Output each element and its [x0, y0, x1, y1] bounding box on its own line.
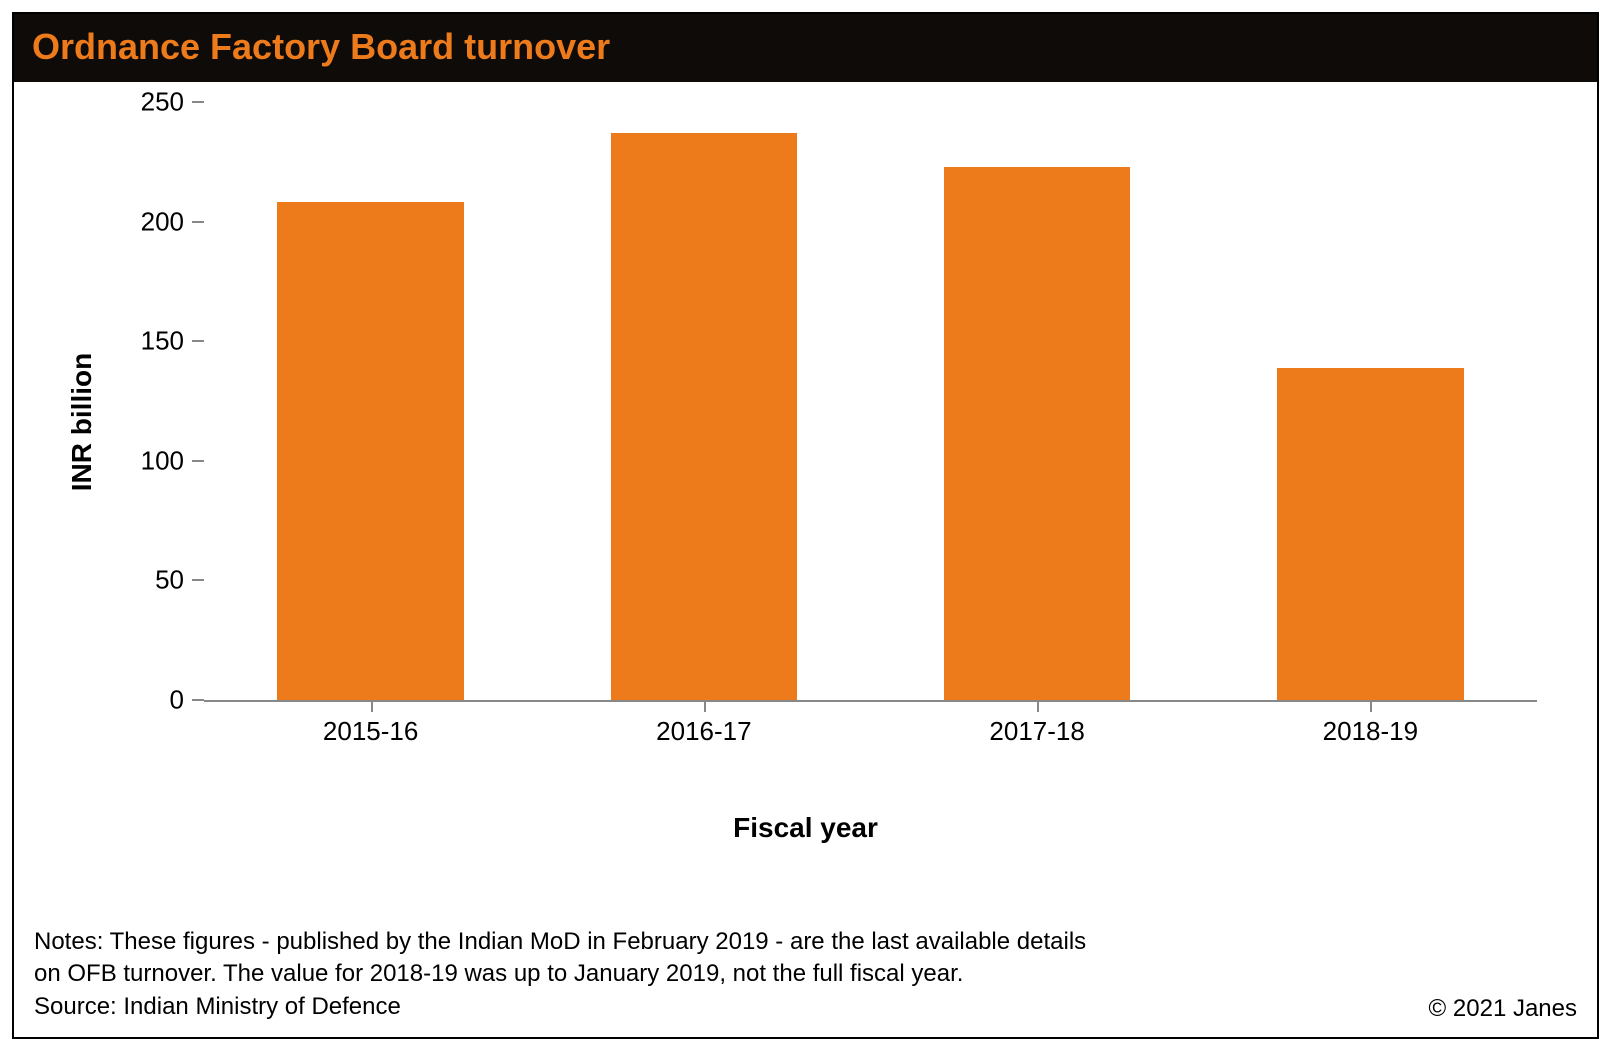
- x-tick: [371, 700, 373, 712]
- bars-container: 2015-162016-172017-182018-19: [204, 102, 1537, 700]
- bar-slot: 2018-19: [1204, 102, 1537, 700]
- y-tick: [192, 340, 204, 342]
- y-tick-label: 50: [155, 565, 184, 596]
- chart-inner: INR billion 2015-162016-172017-182018-19…: [144, 102, 1537, 742]
- bar: [277, 202, 464, 700]
- plot-region: 2015-162016-172017-182018-19 05010015020…: [204, 102, 1537, 702]
- y-tick-label: 100: [141, 445, 184, 476]
- x-tick: [1370, 700, 1372, 712]
- y-tick-label: 0: [170, 685, 184, 716]
- y-tick-label: 250: [141, 87, 184, 118]
- x-tick-label: 2018-19: [1323, 716, 1418, 747]
- y-tick: [192, 101, 204, 103]
- chart-title: Ordnance Factory Board turnover: [32, 26, 1579, 68]
- y-tick: [192, 579, 204, 581]
- bar-slot: 2015-16: [204, 102, 537, 700]
- source-line: Source: Indian Ministry of Defence: [34, 991, 1086, 1023]
- x-tick-label: 2016-17: [656, 716, 751, 747]
- notes-line-2: on OFB turnover. The value for 2018-19 w…: [34, 958, 1086, 990]
- bar: [611, 133, 798, 700]
- x-tick: [1037, 700, 1039, 712]
- notes-line-1: Notes: These figures - published by the …: [34, 926, 1086, 958]
- chart-frame: Ordnance Factory Board turnover INR bill…: [12, 12, 1599, 1039]
- bar: [1277, 368, 1464, 700]
- y-tick: [192, 699, 204, 701]
- y-tick: [192, 460, 204, 462]
- bar-slot: 2016-17: [537, 102, 870, 700]
- x-axis-label: Fiscal year: [54, 812, 1557, 844]
- x-tick-label: 2015-16: [323, 716, 418, 747]
- bar: [944, 167, 1131, 700]
- x-tick-label: 2017-18: [989, 716, 1084, 747]
- notes-block: Notes: These figures - published by the …: [34, 926, 1086, 1023]
- bar-slot: 2017-18: [871, 102, 1204, 700]
- copyright-text: © 2021 Janes: [1429, 995, 1577, 1023]
- footer: Notes: These figures - published by the …: [14, 916, 1597, 1037]
- title-bar: Ordnance Factory Board turnover: [14, 14, 1597, 82]
- y-tick: [192, 221, 204, 223]
- y-axis-label: INR billion: [66, 353, 98, 491]
- y-tick-label: 150: [141, 326, 184, 357]
- y-tick-label: 200: [141, 206, 184, 237]
- x-tick: [704, 700, 706, 712]
- chart-area: INR billion 2015-162016-172017-182018-19…: [14, 82, 1597, 916]
